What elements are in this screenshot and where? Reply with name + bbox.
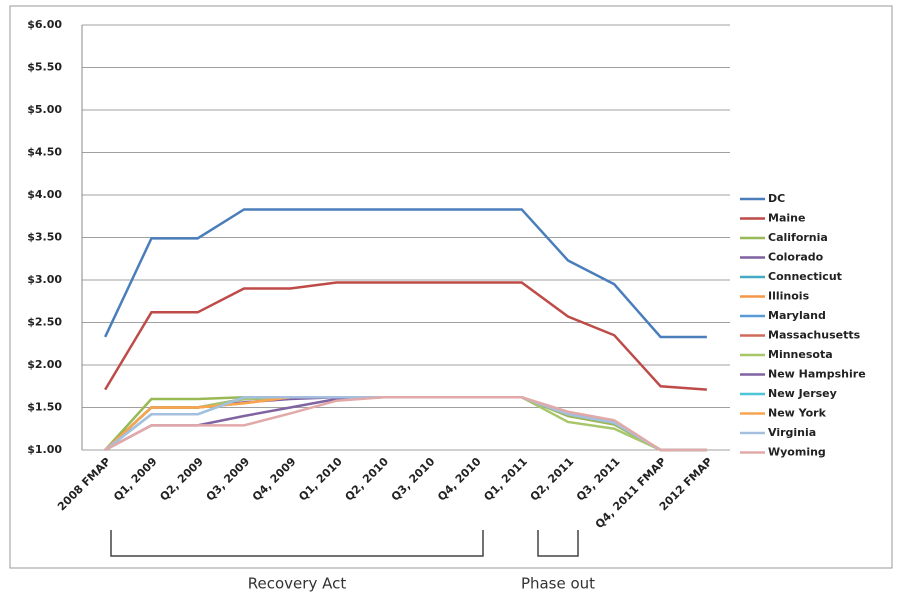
legend-label: DC xyxy=(768,192,785,205)
legend-label: New Hampshire xyxy=(768,368,866,381)
legend-label: New York xyxy=(768,407,827,420)
chart-frame xyxy=(9,5,893,569)
y-tick-label: $4.50 xyxy=(27,146,62,159)
y-tick-label: $6.00 xyxy=(27,18,62,31)
series-line xyxy=(104,396,707,452)
y-tick-label: $4.00 xyxy=(27,188,62,201)
legend-label: Massachusetts xyxy=(768,329,861,342)
legend-label: Maryland xyxy=(768,309,826,322)
legend-label: Wyoming xyxy=(768,446,826,459)
y-tick-label: $2.50 xyxy=(27,316,62,329)
annotation: Phase out xyxy=(521,575,595,593)
legend-label: Illinois xyxy=(768,290,810,303)
legend-label: Minnesota xyxy=(768,348,833,361)
legend-label: New Jersey xyxy=(768,387,837,400)
legend-label: Connecticut xyxy=(768,270,842,283)
legend-label: Maine xyxy=(768,212,805,225)
bracket xyxy=(110,530,484,557)
series-line xyxy=(104,208,707,339)
y-tick-label: $5.50 xyxy=(27,61,62,74)
y-tick-label: $3.00 xyxy=(27,273,62,286)
annotation: Recovery Act xyxy=(248,575,347,593)
legend-label: Colorado xyxy=(768,251,824,264)
y-tick-label: $1.00 xyxy=(27,443,62,456)
y-tick-label: $2.00 xyxy=(27,358,62,371)
bracket xyxy=(537,530,579,557)
y-tick-label: $1.50 xyxy=(27,401,62,414)
y-tick-label: $5.00 xyxy=(27,103,62,116)
legend-label: Virginia xyxy=(768,426,816,439)
y-tick-label: $3.50 xyxy=(27,231,62,244)
series-line xyxy=(104,281,707,391)
legend-label: California xyxy=(768,231,828,244)
